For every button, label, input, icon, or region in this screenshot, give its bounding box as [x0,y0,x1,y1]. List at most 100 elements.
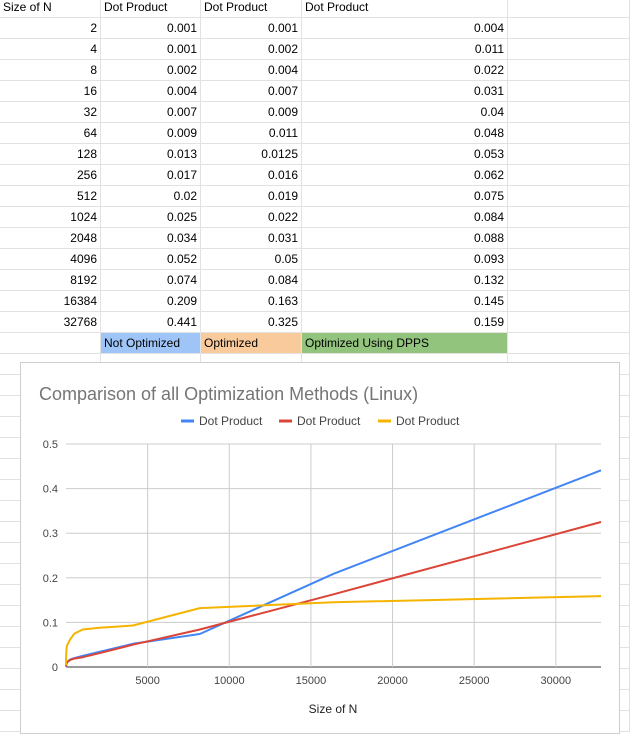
table-cell[interactable]: 32 [0,102,101,123]
table-cell[interactable]: 0.022 [302,60,508,81]
table-cell[interactable]: 256 [0,165,101,186]
table-cell[interactable]: 0.145 [302,291,508,312]
empty-cell[interactable] [508,39,630,60]
table-cell[interactable]: 0.325 [201,312,302,333]
table-cell[interactable]: 8 [0,60,101,81]
table-cell[interactable]: 0.132 [302,270,508,291]
table-cell[interactable]: 0.084 [302,207,508,228]
table-cell[interactable]: 0.017 [101,165,201,186]
table-cell[interactable]: 0.013 [101,144,201,165]
table-cell[interactable]: 0.441 [101,312,201,333]
table-cell[interactable]: 0.05 [201,249,302,270]
table-cell[interactable]: 0.007 [201,81,302,102]
table-cell[interactable]: 0.009 [201,102,302,123]
data-row: 4096 0.052 0.05 0.093 [0,249,630,270]
empty-cell[interactable] [508,123,630,144]
empty-cell[interactable] [508,186,630,207]
table-cell[interactable]: 0.025 [101,207,201,228]
table-cell[interactable]: 512 [0,186,101,207]
empty-cell[interactable] [508,81,630,102]
data-row: 4 0.001 0.002 0.011 [0,39,630,60]
table-cell[interactable]: 0.075 [302,186,508,207]
table-cell[interactable]: 1024 [0,207,101,228]
data-row: 16 0.004 0.007 0.031 [0,81,630,102]
data-row: 512 0.02 0.019 0.075 [0,186,630,207]
empty-cell[interactable] [0,333,101,354]
table-cell[interactable]: 4096 [0,249,101,270]
table-cell[interactable]: 0.0125 [201,144,302,165]
table-cell[interactable]: 0.022 [201,207,302,228]
table-cell[interactable]: 0.093 [302,249,508,270]
table-cell[interactable]: 0.084 [201,270,302,291]
empty-cell[interactable] [508,165,630,186]
empty-cell[interactable] [508,228,630,249]
x-tick-label: 25000 [459,675,490,687]
legend-label-cell[interactable]: Optimized Using DPPS [302,333,508,354]
table-cell[interactable]: 0.009 [101,123,201,144]
table-cell[interactable]: 16384 [0,291,101,312]
series-line-3 [65,595,602,666]
table-cell[interactable]: 0.004 [302,18,508,39]
table-cell[interactable]: 0.209 [101,291,201,312]
y-tick-label: 0 [52,662,58,674]
empty-cell[interactable] [508,270,630,291]
x-axis-title: Size of N [309,702,358,716]
header-cell[interactable]: Dot Product [302,0,508,18]
table-cell[interactable]: 0.011 [302,39,508,60]
empty-cell[interactable] [508,18,630,39]
x-tick-label: 15000 [296,675,327,687]
table-cell[interactable]: 8192 [0,270,101,291]
table-cell[interactable]: 0.002 [201,39,302,60]
empty-cell[interactable] [508,207,630,228]
table-cell[interactable]: 0.034 [101,228,201,249]
line-chart[interactable]: Comparison of all Optimization Methods (… [20,362,620,734]
y-tick-label: 0.3 [43,528,58,540]
table-cell[interactable]: 0.016 [201,165,302,186]
empty-cell[interactable] [508,291,630,312]
table-cell[interactable]: 0.062 [302,165,508,186]
legend-label: Dot Product [396,414,460,428]
legend-label-cell[interactable]: Not Optimized [101,333,201,354]
table-cell[interactable]: 0.163 [201,291,302,312]
table-cell[interactable]: 0.031 [302,81,508,102]
table-cell[interactable]: 0.019 [201,186,302,207]
table-cell[interactable]: 0.02 [101,186,201,207]
header-cell[interactable]: Dot Product [101,0,201,18]
table-cell[interactable]: 0.088 [302,228,508,249]
table-cell[interactable]: 64 [0,123,101,144]
header-cell[interactable]: Size of N [0,0,101,18]
table-cell[interactable]: 0.011 [201,123,302,144]
header-cell[interactable]: Dot Product [201,0,302,18]
empty-cell[interactable] [508,60,630,81]
table-cell[interactable]: 0.001 [101,39,201,60]
chart-canvas: Comparison of all Optimization Methods (… [39,384,602,716]
empty-cell[interactable] [508,0,630,18]
table-cell[interactable]: 0.052 [101,249,201,270]
legend-label-cell[interactable]: Optimized [201,333,302,354]
table-cell[interactable]: 0.002 [101,60,201,81]
table-cell[interactable]: 0.007 [101,102,201,123]
table-cell[interactable]: 32768 [0,312,101,333]
table-cell[interactable]: 128 [0,144,101,165]
table-cell[interactable]: 0.001 [101,18,201,39]
empty-cell[interactable] [508,144,630,165]
x-tick-label: 30000 [541,675,572,687]
table-cell[interactable]: 0.001 [201,18,302,39]
table-cell[interactable]: 0.053 [302,144,508,165]
empty-cell[interactable] [508,333,630,354]
table-cell[interactable]: 2048 [0,228,101,249]
table-cell[interactable]: 0.031 [201,228,302,249]
empty-cell[interactable] [508,312,630,333]
empty-cell[interactable] [508,102,630,123]
table-cell[interactable]: 0.004 [101,81,201,102]
table-cell[interactable]: 0.159 [302,312,508,333]
table-cell[interactable]: 0.074 [101,270,201,291]
table-cell[interactable]: 2 [0,18,101,39]
table-cell[interactable]: 16 [0,81,101,102]
table-cell[interactable]: 4 [0,39,101,60]
table-cell[interactable]: 0.04 [302,102,508,123]
empty-cell[interactable] [508,249,630,270]
table-cell[interactable]: 0.004 [201,60,302,81]
table-cell[interactable]: 0.048 [302,123,508,144]
y-tick-label: 0.5 [43,439,58,451]
